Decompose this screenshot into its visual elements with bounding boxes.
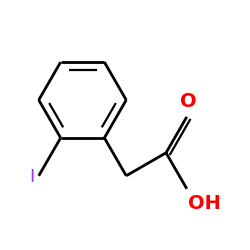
Text: OH: OH — [188, 194, 221, 213]
Text: O: O — [180, 92, 196, 111]
Text: I: I — [29, 168, 34, 186]
